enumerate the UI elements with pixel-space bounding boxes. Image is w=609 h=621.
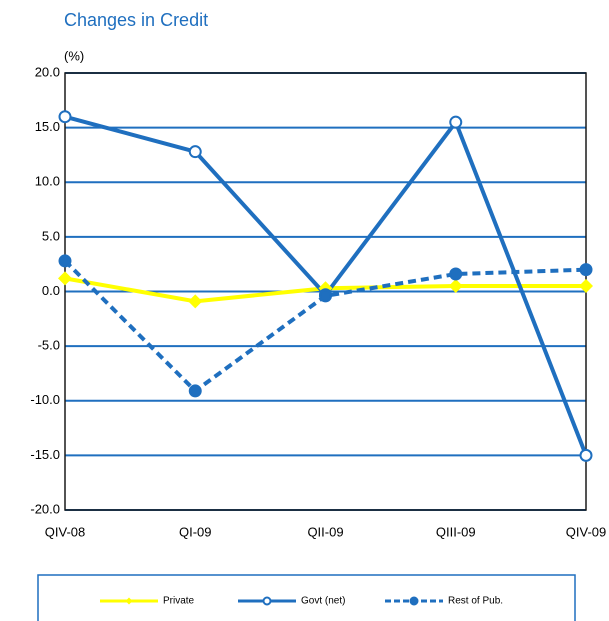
data-point bbox=[579, 263, 593, 277]
legend-box bbox=[37, 574, 576, 621]
legend-marker bbox=[409, 596, 419, 606]
y-tick-label: 0.0 bbox=[42, 283, 60, 298]
legend-marker bbox=[125, 597, 133, 605]
y-tick-label: 20.0 bbox=[35, 64, 60, 79]
y-axis-label: (%) bbox=[64, 48, 84, 63]
y-tick-label: -5.0 bbox=[38, 338, 60, 353]
data-point bbox=[58, 254, 72, 268]
y-tick-label: 5.0 bbox=[42, 228, 60, 243]
chart-title: Changes in Credit bbox=[64, 10, 208, 30]
legend-label: Govt (net) bbox=[301, 596, 345, 607]
x-tick-label: QI-09 bbox=[179, 524, 212, 539]
data-point bbox=[319, 289, 332, 303]
data-point bbox=[188, 294, 203, 309]
legend-label: Private bbox=[163, 596, 195, 607]
data-point bbox=[58, 110, 72, 124]
data-point bbox=[58, 271, 72, 286]
legend-marker bbox=[262, 596, 272, 606]
x-tick-label: QII-09 bbox=[307, 524, 343, 539]
legend-label: Rest of Pub. bbox=[448, 596, 503, 607]
data-point bbox=[449, 267, 463, 281]
data-point bbox=[188, 384, 202, 398]
x-tick-label: QIV-09 bbox=[566, 524, 606, 539]
data-point bbox=[448, 279, 463, 294]
data-point bbox=[579, 448, 593, 462]
y-tick-label: -10.0 bbox=[30, 392, 60, 407]
series-line bbox=[63, 259, 587, 394]
x-tick-label: QIV-08 bbox=[45, 524, 85, 539]
data-point bbox=[449, 115, 463, 129]
y-tick-label: -20.0 bbox=[30, 501, 60, 516]
data-point bbox=[579, 279, 593, 294]
y-tick-label: -15.0 bbox=[30, 447, 60, 462]
x-tick-label: QIII-09 bbox=[436, 524, 476, 539]
y-tick-label: 15.0 bbox=[35, 119, 60, 134]
y-tick-label: 10.0 bbox=[35, 174, 60, 189]
data-point bbox=[188, 145, 202, 159]
